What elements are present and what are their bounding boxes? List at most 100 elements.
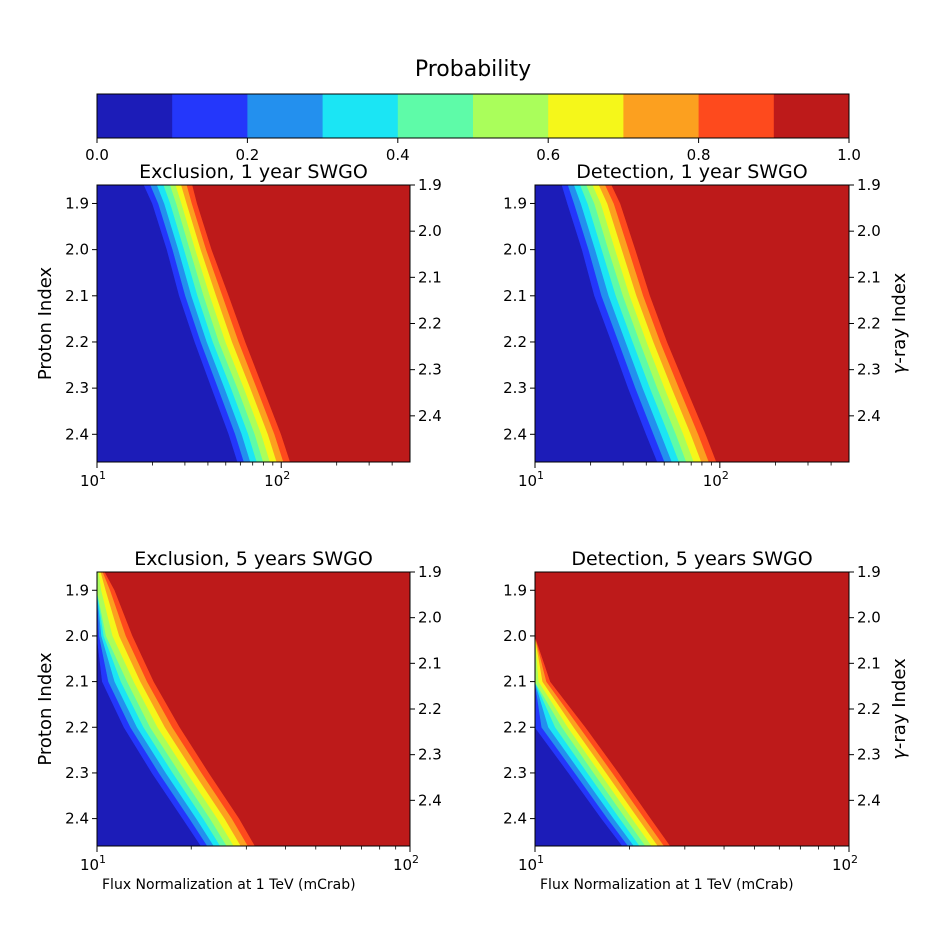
- right-tick-label: 2.1: [857, 654, 881, 672]
- x-tick-label: 102: [264, 469, 290, 490]
- left-tick-label: 2.1: [65, 673, 89, 691]
- y-axis-label-gamma-index: γ-ray Index: [889, 272, 910, 374]
- colorbar-segment-8: [698, 94, 775, 138]
- x-tick-base: 10: [703, 472, 722, 490]
- right-tick-label: 2.4: [418, 791, 442, 809]
- x-tick-exponent: 2: [412, 853, 419, 866]
- x-tick-label: 101: [518, 853, 544, 874]
- right-tick-label: 2.1: [418, 268, 442, 286]
- colorbar-segment-6: [548, 94, 624, 138]
- right-tick-label: 2.1: [418, 654, 442, 672]
- right-tick-label: 2.3: [418, 361, 442, 379]
- contour-panel-3: Exclusion, 5 years SWGO 1.9 2.0 2.1 2.2 2.3 2.…: [35, 548, 442, 893]
- x-tick-base: 10: [80, 472, 99, 490]
- colorbar-frame: [96, 93, 850, 139]
- left-tick-label: 2.2: [503, 718, 527, 736]
- gamma-symbol: γ: [889, 362, 910, 374]
- x-tick-label: 102: [703, 469, 729, 490]
- left-tick-label: 2.2: [503, 333, 527, 351]
- y-axis-label-gamma-index: γ-ray Index: [889, 658, 910, 760]
- right-tick-label: 2.4: [857, 407, 881, 425]
- colorbar-segment-4: [397, 94, 474, 138]
- x-tick-label: 102: [832, 853, 858, 874]
- right-tick-label: 2.0: [418, 222, 442, 240]
- right-tick-label: 2.0: [857, 222, 881, 240]
- right-tick-label: 2.2: [418, 315, 442, 333]
- right-tick-label: 2.3: [418, 746, 442, 764]
- x-tick-exponent: 2: [283, 469, 290, 482]
- x-tick-label: 101: [80, 853, 106, 874]
- right-tick-label: 1.9: [857, 563, 881, 581]
- contour-panel-4: Detection, 5 years SWGO 1.9 2.0 2.1 2.2 2.3 2.…: [503, 548, 910, 893]
- y-axis-label-proton-index: Proton Index: [35, 652, 56, 766]
- right-tick-label: 2.0: [857, 609, 881, 627]
- left-tick-label: 2.2: [65, 333, 89, 351]
- left-tick-label: 2.2: [65, 718, 89, 736]
- contour-panel-2: Detection, 1 year SWGO 1.9 2.0 2.1 2.2 2.3 2.4…: [503, 161, 910, 490]
- x-axis-label: Flux Normalization at 1 TeV (mCrab): [540, 877, 794, 893]
- panel-title: Detection, 5 years SWGO: [571, 548, 812, 570]
- colorbar-segment-2: [247, 94, 324, 138]
- right-tick-label: 2.3: [857, 746, 881, 764]
- x-tick-label: 101: [518, 469, 544, 490]
- left-tick-label: 2.1: [503, 287, 527, 305]
- colorbar-tick-label: 0.8: [687, 146, 711, 164]
- panel-title: Exclusion, 5 years SWGO: [134, 548, 373, 570]
- left-tick-label: 2.4: [503, 425, 527, 443]
- colorbar-segment-3: [322, 94, 399, 138]
- colorbar-segment-1: [172, 94, 248, 138]
- x-tick-base: 10: [518, 472, 537, 490]
- left-tick-label: 2.4: [65, 425, 89, 443]
- x-axis-label: Flux Normalization at 1 TeV (mCrab): [102, 877, 356, 893]
- x-tick-base: 10: [832, 856, 851, 874]
- left-tick-label: 2.0: [65, 627, 89, 645]
- right-tick-label: 2.1: [857, 268, 881, 286]
- colorbar-segment-5: [473, 94, 549, 138]
- right-tick-label: 1.9: [857, 176, 881, 194]
- right-tick-label: 1.9: [418, 176, 442, 194]
- x-tick-base: 10: [393, 856, 412, 874]
- left-tick-label: 2.4: [503, 810, 527, 828]
- left-tick-label: 1.9: [65, 581, 89, 599]
- x-tick-label: 101: [80, 469, 106, 490]
- y-axis-label-proton-index: Proton Index: [35, 267, 56, 381]
- colorbar-tick-label: 0.0: [85, 146, 109, 164]
- x-tick-exponent: 2: [722, 469, 729, 482]
- right-tick-label: 2.2: [418, 700, 442, 718]
- left-tick-label: 2.3: [65, 764, 89, 782]
- left-tick-label: 2.4: [65, 810, 89, 828]
- x-tick-exponent: 1: [99, 853, 106, 866]
- right-tick-label: 2.2: [857, 315, 881, 333]
- left-tick-label: 2.0: [65, 241, 89, 259]
- colorbar: Probability 0.0 0.2 0.4 0.6 0.8 1.0: [85, 57, 861, 164]
- right-tick-label: 2.4: [418, 407, 442, 425]
- colorbar-tick-label: 0.6: [536, 146, 560, 164]
- right-tick-label: 2.3: [857, 361, 881, 379]
- left-tick-label: 1.9: [65, 194, 89, 212]
- x-tick-exponent: 1: [537, 469, 544, 482]
- left-tick-label: 2.0: [503, 241, 527, 259]
- x-tick-base: 10: [264, 472, 283, 490]
- colorbar-segment-7: [623, 94, 700, 138]
- right-tick-label: 2.0: [418, 609, 442, 627]
- left-tick-label: 2.3: [503, 764, 527, 782]
- left-tick-label: 2.0: [503, 627, 527, 645]
- left-tick-label: 1.9: [503, 194, 527, 212]
- colorbar-tick-label: 0.2: [235, 146, 259, 164]
- gamma-index-text: -ray Index: [889, 272, 910, 363]
- colorbar-tick-label: 1.0: [837, 146, 861, 164]
- left-tick-label: 2.1: [503, 673, 527, 691]
- colorbar-title: Probability: [415, 57, 531, 82]
- x-tick-base: 10: [518, 856, 537, 874]
- right-tick-label: 1.9: [418, 563, 442, 581]
- contour-panel-1: Exclusion, 1 year SWGO 1.9 2.0 2.1 2.2 2.3 2.4…: [35, 161, 442, 490]
- colorbar-segment-0: [97, 94, 173, 138]
- gamma-index-text: -ray Index: [889, 658, 910, 749]
- left-tick-label: 2.3: [503, 379, 527, 397]
- right-tick-label: 2.4: [857, 791, 881, 809]
- colorbar-segment-9: [773, 94, 850, 138]
- x-tick-exponent: 2: [851, 853, 858, 866]
- left-tick-label: 2.3: [65, 379, 89, 397]
- panel-title: Exclusion, 1 year SWGO: [139, 161, 368, 183]
